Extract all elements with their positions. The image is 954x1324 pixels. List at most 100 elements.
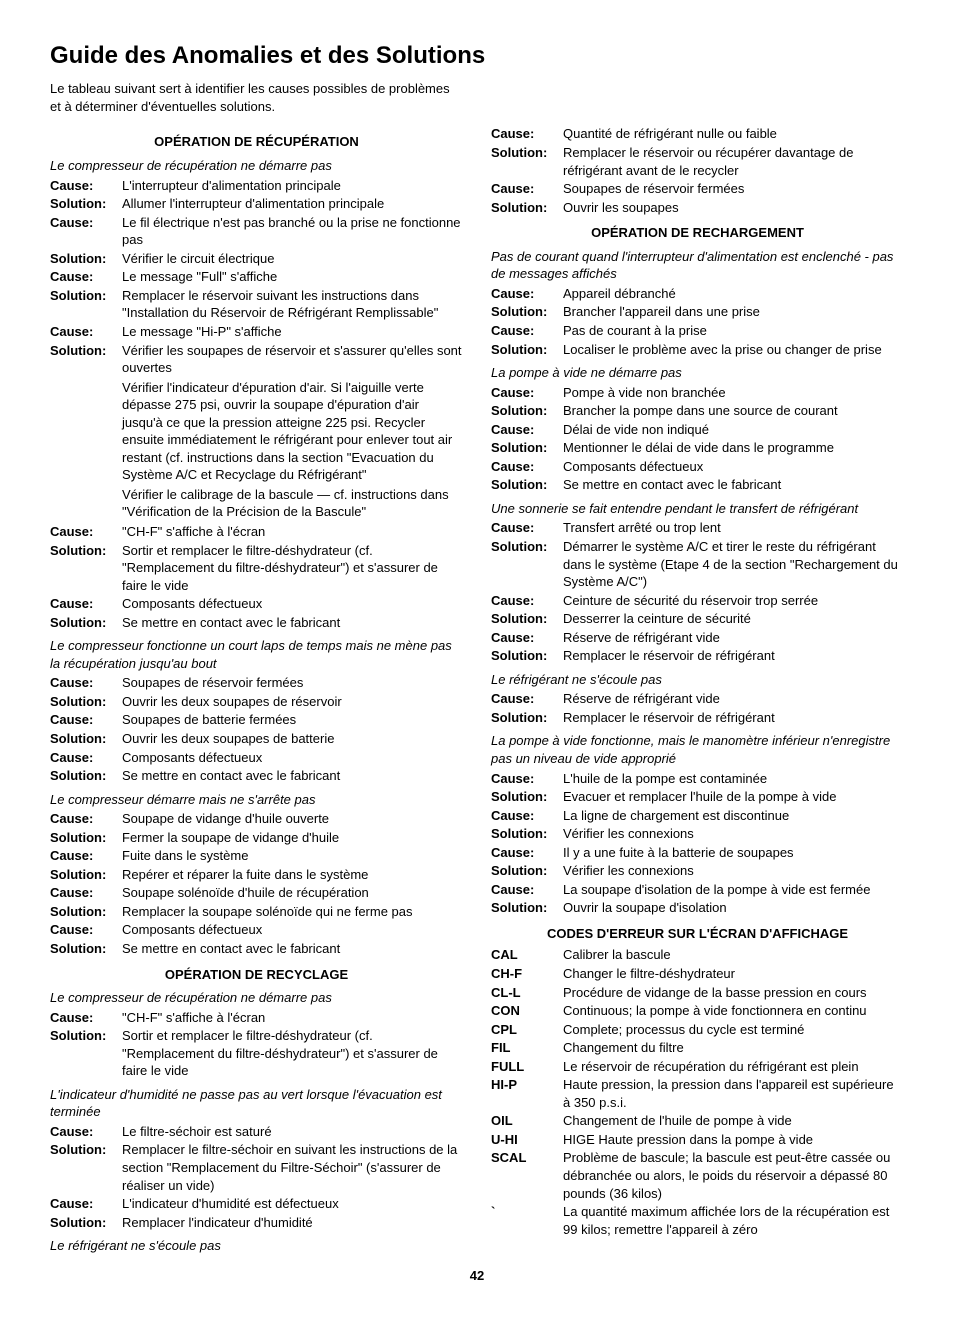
cause-solution-row: Solution:Ouvrir les deux soupapes de bat… — [50, 730, 463, 748]
row-label: Cause: — [50, 810, 122, 828]
row-text: Ouvrir les deux soupapes de réservoir — [122, 693, 463, 711]
row-text: Remplacer la soupape solénoïde qui ne fe… — [122, 903, 463, 921]
row-text: Soupapes de réservoir fermées — [122, 674, 463, 692]
row-text: Fuite dans le système — [122, 847, 463, 865]
cause-solution-row: Solution:Remplacer le réservoir suivant … — [50, 287, 463, 322]
row-text: Remplacer le réservoir ou récupérer dava… — [563, 144, 904, 179]
cause-solution-row: Cause:La ligne de chargement est discont… — [491, 807, 904, 825]
error-code-row: CL-LProcédure de vidange de la basse pre… — [491, 984, 904, 1002]
section-heading: OPÉRATION DE RECHARGEMENT — [491, 224, 904, 242]
cause-solution-row: Cause:Soupapes de réservoir fermées — [491, 180, 904, 198]
row-text: Soupapes de réservoir fermées — [563, 180, 904, 198]
cause-solution-row: Solution:Sortir et remplacer le filtre-d… — [50, 1027, 463, 1080]
cause-solution-row: Solution:Démarrer le système A/C et tire… — [491, 538, 904, 591]
row-text: Composants défectueux — [122, 749, 463, 767]
row-label: Solution: — [491, 538, 563, 591]
row-label: Cause: — [50, 523, 122, 541]
cause-solution-row: Cause:Soupape de vidange d'huile ouverte — [50, 810, 463, 828]
cause-solution-row: Solution:Vérifier les connexions — [491, 862, 904, 880]
row-text: Fermer la soupape de vidange d'huile — [122, 829, 463, 847]
error-code-row: CALCalibrer la bascule — [491, 946, 904, 964]
error-code-row: CONContinuous; la pompe à vide fonctionn… — [491, 1002, 904, 1020]
row-label: Cause: — [50, 323, 122, 341]
page-title: Guide des Anomalies et des Solutions — [50, 40, 904, 72]
cause-solution-row: Cause:Appareil débranché — [491, 285, 904, 303]
row-label: Solution: — [491, 476, 563, 494]
cause-solution-row: Cause:Soupapes de batterie fermées — [50, 711, 463, 729]
symptom-line: Le compresseur démarre mais ne s'arrête … — [50, 791, 463, 809]
cause-solution-row: Solution:Vérifier les soupapes de réserv… — [50, 342, 463, 377]
symptom-line: La pompe à vide ne démarre pas — [491, 364, 904, 382]
row-text: Localiser le problème avec la prise ou c… — [563, 341, 904, 359]
row-text: La soupape d'isolation de la pompe à vid… — [563, 881, 904, 899]
cause-solution-row: Cause:"CH-F" s'affiche à l'écran — [50, 1009, 463, 1027]
cause-solution-row: Cause:Pompe à vide non branchée — [491, 384, 904, 402]
row-text: Repérer et réparer la fuite dans le syst… — [122, 866, 463, 884]
row-label: Cause: — [50, 847, 122, 865]
row-text: Ceinture de sécurité du réservoir trop s… — [563, 592, 904, 610]
cause-solution-row: Solution:Repérer et réparer la fuite dan… — [50, 866, 463, 884]
row-text: Brancher la pompe dans une source de cou… — [563, 402, 904, 420]
row-label: Cause: — [50, 1009, 122, 1027]
error-code-row: HI-PHaute pression, la pression dans l'a… — [491, 1076, 904, 1111]
error-code-text: La quantité maximum affichée lors de la … — [563, 1203, 904, 1238]
row-text: Mentionner le délai de vide dans le prog… — [563, 439, 904, 457]
cause-solution-row: Solution:Se mettre en contact avec le fa… — [50, 940, 463, 958]
row-label: Solution: — [50, 614, 122, 632]
error-code-text: HIGE Haute pression dans la pompe à vide — [563, 1131, 904, 1149]
row-text: Délai de vide non indiqué — [563, 421, 904, 439]
row-text: Vérifier les soupapes de réservoir et s'… — [122, 342, 463, 377]
error-code-label: CH-F — [491, 965, 563, 983]
row-label: Cause: — [491, 690, 563, 708]
row-text: Composants défectueux — [122, 595, 463, 613]
row-text: Remplacer le réservoir de réfrigérant — [563, 647, 904, 665]
error-code-row: SCALProblème de bascule; la bascule est … — [491, 1149, 904, 1202]
section-heading: OPÉRATION DE RÉCUPÉRATION — [50, 133, 463, 151]
codes-heading: CODES D'ERREUR SUR L'ÉCRAN D'AFFICHAGE — [491, 925, 904, 943]
symptom-line: Le compresseur de récupération ne démarr… — [50, 989, 463, 1007]
error-code-text: Changer le filtre-déshydrateur — [563, 965, 904, 983]
row-text: Ouvrir les soupapes — [563, 199, 904, 217]
error-code-label: OIL — [491, 1112, 563, 1130]
cause-solution-row: Solution:Sortir et remplacer le filtre-d… — [50, 542, 463, 595]
symptom-line: Pas de courant quand l'interrupteur d'al… — [491, 248, 904, 283]
error-code-text: Le réservoir de récupération du réfrigér… — [563, 1058, 904, 1076]
symptom-line: Une sonnerie se fait entendre pendant le… — [491, 500, 904, 518]
row-text: "CH-F" s'affiche à l'écran — [122, 1009, 463, 1027]
error-code-label: CPL — [491, 1021, 563, 1039]
cause-solution-row: Cause:Réserve de réfrigérant vide — [491, 629, 904, 647]
row-label: Solution: — [50, 1027, 122, 1080]
row-text: Le filtre-séchoir est saturé — [122, 1123, 463, 1141]
row-label: Cause: — [50, 884, 122, 902]
row-label: Solution: — [50, 342, 122, 377]
row-text: Evacuer et remplacer l'huile de la pompe… — [563, 788, 904, 806]
row-label: Solution: — [491, 647, 563, 665]
row-label: Cause: — [491, 180, 563, 198]
cause-solution-row: Solution:Ouvrir les deux soupapes de rés… — [50, 693, 463, 711]
symptom-line: Le compresseur de récupération ne démarr… — [50, 157, 463, 175]
cause-solution-row: Cause:Le message "Hi-P" s'affiche — [50, 323, 463, 341]
cause-solution-row: Solution:Evacuer et remplacer l'huile de… — [491, 788, 904, 806]
row-label: Cause: — [491, 807, 563, 825]
cause-solution-row: Cause:L'huile de la pompe est contaminée — [491, 770, 904, 788]
row-label: Solution: — [491, 402, 563, 420]
row-label: Cause: — [491, 458, 563, 476]
row-label: Cause: — [491, 770, 563, 788]
error-code-label: FIL — [491, 1039, 563, 1057]
row-text: Remplacer le filtre-séchoir en suivant l… — [122, 1141, 463, 1194]
cause-solution-row: Solution:Mentionner le délai de vide dan… — [491, 439, 904, 457]
row-label: Cause: — [50, 674, 122, 692]
symptom-line: Le réfrigérant ne s'écoule pas — [50, 1237, 463, 1255]
row-label: Cause: — [50, 749, 122, 767]
cause-solution-row: Solution:Remplacer le réservoir de réfri… — [491, 647, 904, 665]
error-code-label: CON — [491, 1002, 563, 1020]
error-code-row: `La quantité maximum affichée lors de la… — [491, 1203, 904, 1238]
cause-solution-row: Cause:Pas de courant à la prise — [491, 322, 904, 340]
row-label: Cause: — [491, 421, 563, 439]
row-text: Ouvrir les deux soupapes de batterie — [122, 730, 463, 748]
cause-solution-row: Solution:Remplacer le filtre-séchoir en … — [50, 1141, 463, 1194]
row-label: Cause: — [50, 177, 122, 195]
error-code-row: FULLLe réservoir de récupération du réfr… — [491, 1058, 904, 1076]
row-label: Cause: — [491, 629, 563, 647]
row-label: Cause: — [491, 384, 563, 402]
